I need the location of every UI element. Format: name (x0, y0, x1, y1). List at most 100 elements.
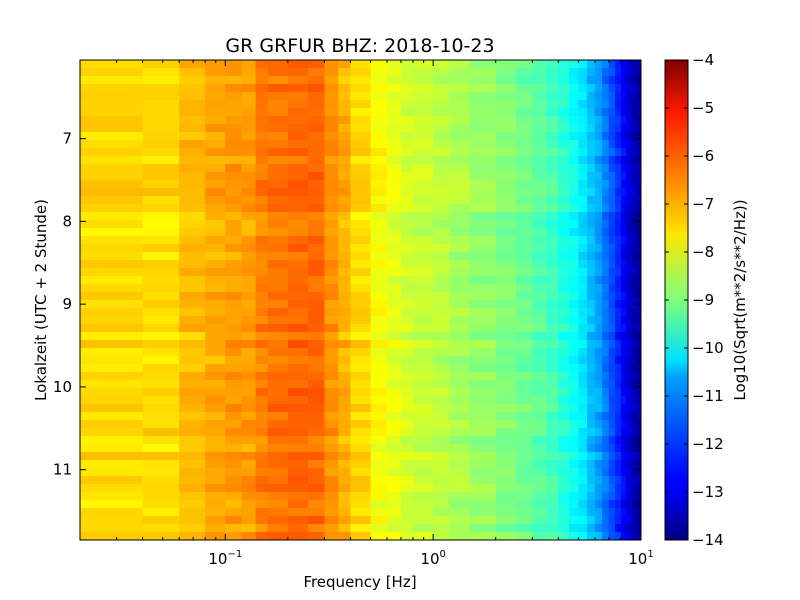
heatmap-cell (142, 204, 180, 213)
heatmap-cell (287, 468, 309, 477)
heatmap-cell (602, 452, 610, 461)
heatmap-cell (287, 292, 309, 301)
heatmap-cell (338, 180, 352, 189)
heatmap-cell (433, 316, 451, 325)
heatmap-cell (515, 260, 533, 269)
heatmap-cell (241, 316, 257, 325)
heatmap-cell (338, 156, 352, 165)
heatmap-cell (80, 260, 144, 269)
heatmap-cell (594, 244, 603, 253)
heatmap-cell (495, 516, 517, 525)
heatmap-cell (267, 100, 289, 109)
heatmap-cell (631, 444, 637, 453)
heatmap-cell (558, 124, 570, 133)
heatmap-cell (602, 308, 610, 317)
heatmap-cell (287, 444, 309, 453)
heatmap-cell (370, 180, 388, 189)
heatmap-cell (308, 492, 326, 501)
heatmap-cell (615, 324, 622, 333)
heatmap-cell (267, 68, 289, 77)
heatmap-cell (370, 460, 388, 469)
heatmap-cell (241, 420, 257, 429)
heatmap-cell (608, 380, 616, 389)
heatmap-cell (449, 444, 471, 453)
heatmap-cell (80, 380, 144, 389)
heatmap-cell (568, 284, 580, 293)
heatmap-cell (80, 236, 144, 245)
heatmap-cell (615, 220, 622, 229)
heatmap-cell (568, 348, 580, 357)
heatmap-cell (636, 412, 641, 421)
heatmap-cell (495, 508, 517, 517)
heatmap-cell (615, 124, 622, 133)
heatmap-cell (387, 132, 402, 141)
heatmap-cell (267, 60, 289, 69)
heatmap-cell (80, 132, 144, 141)
heatmap-cell (350, 252, 372, 261)
heatmap-cell (568, 276, 580, 285)
heatmap-cell (568, 76, 580, 85)
heatmap-cell (350, 204, 372, 213)
heatmap-cell (324, 252, 339, 261)
heatmap-cell (287, 268, 309, 277)
heatmap-cell (636, 60, 641, 69)
heatmap-cell (495, 156, 517, 165)
heatmap-cell (608, 356, 616, 365)
heatmap-cell (205, 68, 226, 77)
heatmap-cell (80, 212, 144, 221)
heatmap-cell (308, 460, 326, 469)
heatmap-cell (267, 396, 289, 405)
heatmap-cell (400, 108, 414, 117)
heatmap-cell (80, 516, 144, 525)
heatmap-cell (267, 420, 289, 429)
heatmap-cell (205, 172, 226, 181)
heatmap-cell (400, 460, 414, 469)
heatmap-cell (370, 196, 388, 205)
heatmap-cell (350, 220, 372, 229)
heatmap-cell (469, 220, 497, 229)
heatmap-cell (495, 452, 517, 461)
heatmap-cell (287, 196, 309, 205)
heatmap-cell (179, 492, 206, 501)
heatmap-cell (602, 68, 610, 77)
heatmap-cell (387, 492, 402, 501)
heatmap-cell (255, 372, 269, 381)
heatmap-cell (413, 180, 434, 189)
heatmap-cell (433, 124, 451, 133)
heatmap-cell (179, 364, 206, 373)
colorbar: −4−5−6−7−8−9−10−11−12−13−14 (664, 51, 724, 549)
heatmap-cell (142, 244, 180, 253)
heatmap-cell (578, 164, 588, 173)
heatmap-cell (515, 428, 533, 437)
heatmap-cell (205, 212, 226, 221)
heatmap-cell (338, 148, 352, 157)
heatmap-cell (225, 172, 243, 181)
heatmap-cell (495, 236, 517, 245)
heatmap-cell (338, 316, 352, 325)
heatmap-cell (338, 516, 352, 525)
heatmap-cell (225, 148, 243, 157)
heatmap-cell (626, 444, 633, 453)
heatmap-cell (179, 396, 206, 405)
heatmap-cell (255, 252, 269, 261)
heatmap-cell (142, 364, 180, 373)
heatmap-cell (626, 468, 633, 477)
heatmap-cell (255, 268, 269, 277)
heatmap-cell (179, 92, 206, 101)
heatmap-cell (532, 452, 547, 461)
heatmap-cell (179, 524, 206, 533)
heatmap-cell (449, 164, 471, 173)
heatmap-cell (587, 452, 596, 461)
heatmap-cell (626, 236, 633, 245)
heatmap-cell (338, 84, 352, 93)
heatmap-cell (400, 476, 414, 485)
heatmap-cell (515, 532, 533, 540)
heatmap-cell (568, 148, 580, 157)
heatmap-cell (558, 236, 570, 245)
heatmap-cell (387, 372, 402, 381)
heatmap-cell (546, 484, 559, 493)
heatmap-cell (558, 300, 570, 309)
heatmap-cell (495, 524, 517, 533)
heatmap-cell (287, 404, 309, 413)
heatmap-cell (631, 252, 637, 261)
